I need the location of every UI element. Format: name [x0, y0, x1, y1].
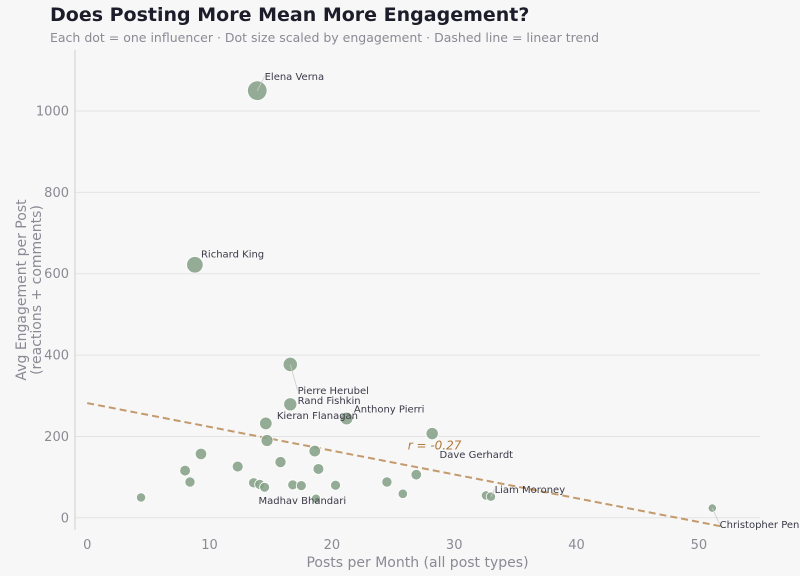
point-label: Elena Verna: [265, 72, 325, 83]
data-point: [295, 480, 307, 492]
data-point: [179, 464, 191, 477]
data-point: [381, 476, 393, 488]
leader-line: [711, 507, 720, 525]
trend-line: [87, 402, 724, 528]
data-point: [136, 492, 147, 503]
data-point: [339, 411, 354, 426]
data-point: [397, 488, 408, 499]
chart-title: Does Posting More Mean More Engagement?: [50, 4, 530, 26]
x-axis-label: Posts per Month (all post types): [306, 555, 528, 571]
x-tick-label: 40: [568, 538, 585, 553]
data-point: [260, 434, 274, 447]
correlation-label: r = -0.27: [408, 438, 462, 452]
leader-line: [289, 364, 299, 391]
x-tick-label: 20: [324, 538, 341, 553]
data-point: [259, 481, 270, 493]
y-tick-label: 400: [44, 349, 69, 364]
data-point: [184, 476, 196, 488]
point-label: Madhav Bhandari: [258, 496, 346, 507]
x-tick-label: 30: [446, 538, 463, 553]
point-label: Richard King: [201, 250, 264, 261]
y-tick-label: 600: [44, 267, 69, 282]
y-tick-label: 200: [44, 430, 69, 445]
data-point: [194, 447, 208, 461]
y-tick-label: 800: [44, 186, 69, 201]
data-point: [410, 468, 422, 481]
x-tick-label: 50: [691, 538, 708, 553]
leader-line: [256, 76, 265, 91]
data-point: [283, 397, 298, 412]
data-point: [308, 444, 321, 458]
point-label: Rand Fishkin: [298, 396, 361, 407]
data-point: [186, 256, 204, 274]
y-axis-label: (reactions + comments): [29, 205, 45, 375]
y-axis-label: Avg Engagement per Post: [14, 199, 30, 381]
leader-line: [490, 489, 495, 497]
point-label: Liam Moroney: [495, 485, 566, 496]
data-point: [259, 416, 273, 431]
data-point: [425, 427, 439, 441]
chart-subtitle: Each dot = one influencer · Dot size sca…: [50, 30, 600, 45]
data-point: [310, 493, 321, 504]
data-point: [231, 460, 244, 473]
data-point: [312, 463, 325, 475]
point-label: Pierre Herubel: [298, 386, 369, 397]
point-label: Dave Gerhardt: [440, 450, 514, 461]
data-point: [274, 456, 287, 469]
point-label: Anthony Pierri: [354, 404, 425, 415]
point-label: Christopher Penn: [720, 520, 800, 531]
x-tick-label: 0: [83, 538, 91, 553]
y-tick-label: 0: [61, 511, 69, 526]
data-point: [330, 479, 341, 491]
x-tick-label: 10: [201, 538, 218, 553]
point-label: Kieran Flanagan: [277, 411, 358, 422]
y-tick-label: 1000: [36, 105, 69, 120]
